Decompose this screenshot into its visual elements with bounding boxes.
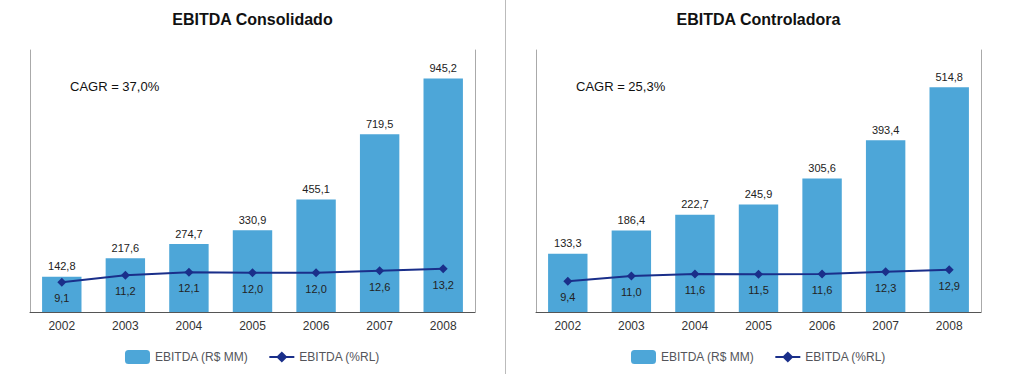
svg-text:11,2: 11,2 xyxy=(115,285,136,297)
svg-text:222,7: 222,7 xyxy=(681,198,709,210)
svg-text:186,4: 186,4 xyxy=(618,214,646,226)
svg-text:12,0: 12,0 xyxy=(305,283,326,295)
svg-text:EBITDA (R$ MM): EBITDA (R$ MM) xyxy=(661,350,754,364)
svg-text:EBITDA (%RL): EBITDA (%RL) xyxy=(299,350,379,364)
svg-text:12,0: 12,0 xyxy=(242,283,263,295)
svg-text:217,6: 217,6 xyxy=(112,242,140,254)
svg-text:12,3: 12,3 xyxy=(875,282,896,294)
svg-text:2007: 2007 xyxy=(366,319,393,333)
svg-text:2002: 2002 xyxy=(48,319,75,333)
svg-text:EBITDA (%RL): EBITDA (%RL) xyxy=(805,350,885,364)
svg-text:2005: 2005 xyxy=(745,319,772,333)
svg-text:305,6: 305,6 xyxy=(808,162,836,174)
svg-text:133,3: 133,3 xyxy=(554,237,582,249)
svg-text:CAGR = 25,3%: CAGR = 25,3% xyxy=(576,79,666,94)
svg-text:11,6: 11,6 xyxy=(685,284,706,296)
svg-text:9,4: 9,4 xyxy=(560,291,575,303)
svg-text:13,2: 13,2 xyxy=(433,279,454,291)
svg-text:945,2: 945,2 xyxy=(429,62,457,74)
svg-text:719,5: 719,5 xyxy=(366,118,394,130)
svg-text:274,7: 274,7 xyxy=(175,228,203,240)
svg-text:245,9: 245,9 xyxy=(745,188,773,200)
svg-text:2002: 2002 xyxy=(554,319,581,333)
svg-text:12,6: 12,6 xyxy=(369,281,390,293)
svg-text:2007: 2007 xyxy=(872,319,899,333)
svg-text:11,0: 11,0 xyxy=(621,286,642,298)
svg-text:12,1: 12,1 xyxy=(178,282,199,294)
svg-text:11,6: 11,6 xyxy=(812,284,833,296)
svg-text:11,5: 11,5 xyxy=(748,284,769,296)
svg-text:EBITDA (R$ MM): EBITDA (R$ MM) xyxy=(155,350,248,364)
svg-text:393,4: 393,4 xyxy=(872,124,900,136)
svg-text:2004: 2004 xyxy=(682,319,709,333)
svg-text:2003: 2003 xyxy=(618,319,645,333)
svg-text:2004: 2004 xyxy=(176,319,203,333)
svg-text:455,1: 455,1 xyxy=(302,183,330,195)
svg-text:2006: 2006 xyxy=(809,319,836,333)
svg-text:CAGR = 37,0%: CAGR = 37,0% xyxy=(70,79,160,94)
svg-text:2008: 2008 xyxy=(936,319,963,333)
svg-text:2006: 2006 xyxy=(303,319,330,333)
svg-text:12,9: 12,9 xyxy=(939,280,960,292)
svg-text:514,8: 514,8 xyxy=(935,71,963,83)
svg-text:9,1: 9,1 xyxy=(54,292,69,304)
svg-text:EBITDA Consolidado: EBITDA Consolidado xyxy=(172,11,333,28)
svg-text:2003: 2003 xyxy=(112,319,139,333)
svg-text:330,9: 330,9 xyxy=(239,214,267,226)
svg-text:EBITDA Controladora: EBITDA Controladora xyxy=(677,11,841,28)
svg-text:2005: 2005 xyxy=(239,319,266,333)
svg-text:142,8: 142,8 xyxy=(48,260,76,272)
svg-text:2008: 2008 xyxy=(430,319,457,333)
